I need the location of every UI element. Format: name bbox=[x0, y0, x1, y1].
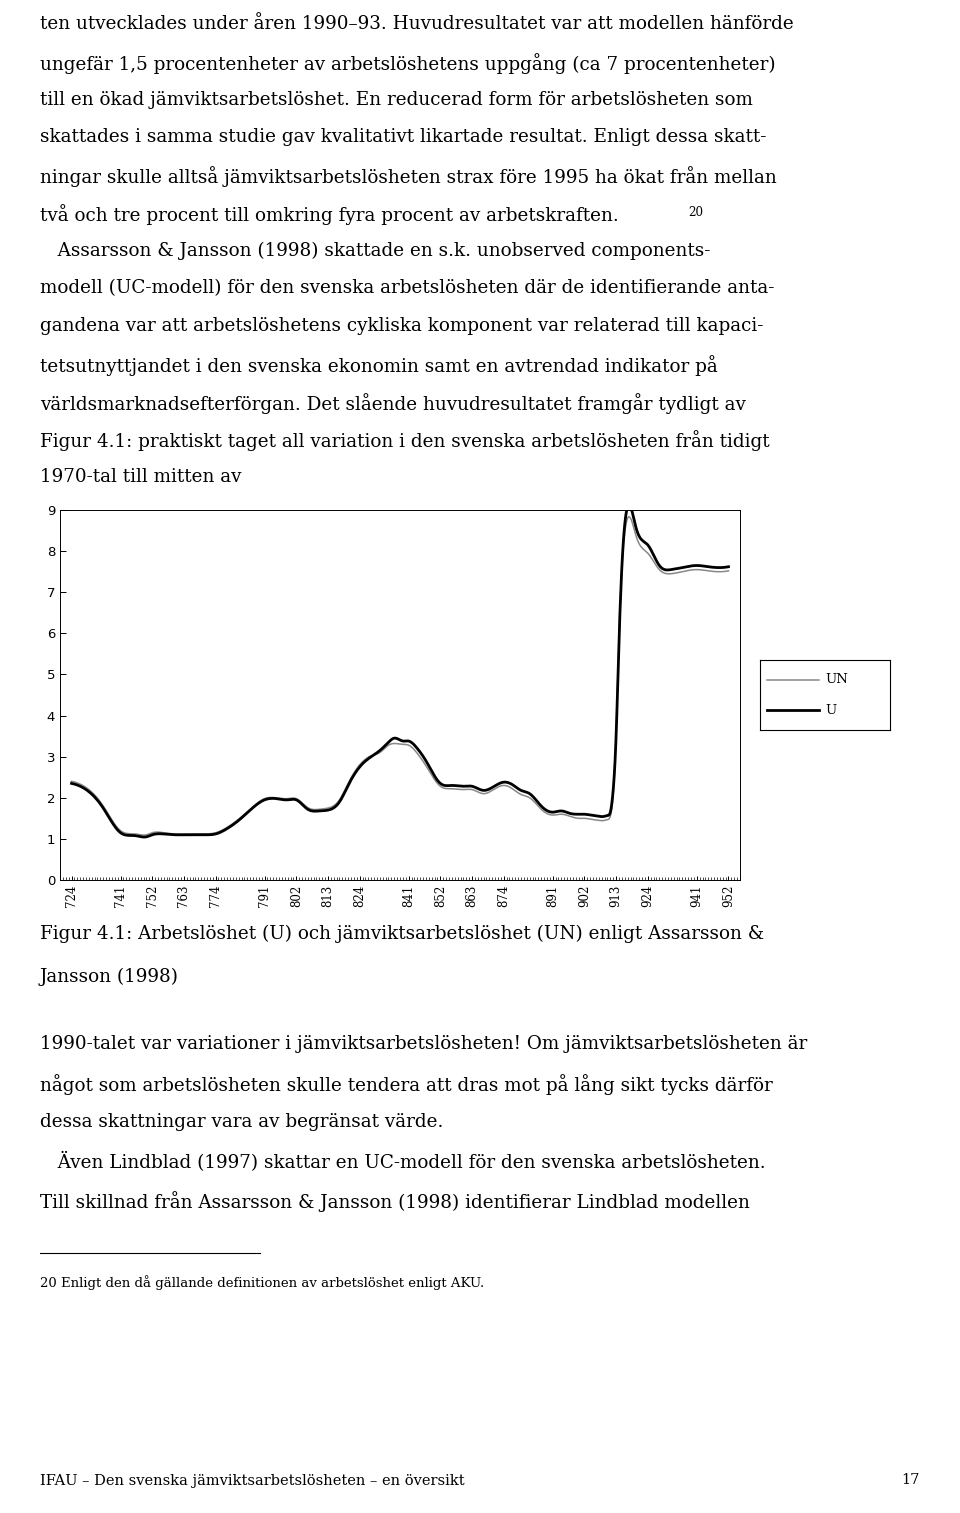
Text: IFAU – Den svenska jämviktsarbetslösheten – en översikt: IFAU – Den svenska jämviktsarbetslöshete… bbox=[40, 1474, 465, 1487]
UN bbox=[723, 561, 734, 579]
U bbox=[448, 776, 460, 794]
UN bbox=[138, 826, 150, 844]
Text: Figur 4.1: praktiskt taget all variation i den svenska arbetslösheten från tidig: Figur 4.1: praktiskt taget all variation… bbox=[40, 431, 770, 451]
Text: 1970-tal till mitten av: 1970-tal till mitten av bbox=[40, 468, 242, 486]
Text: skattades i samma studie gav kvalitativt likartade resultat. Enligt dessa skatt-: skattades i samma studie gav kvalitativt… bbox=[40, 129, 766, 147]
UN bbox=[633, 534, 644, 552]
Text: gandena var att arbetslöshetens cykliska komponent var relaterad till kapaci-: gandena var att arbetslöshetens cykliska… bbox=[40, 318, 763, 336]
U bbox=[138, 828, 150, 846]
Text: ningar skulle alltså jämviktsarbetslösheten strax före 1995 ha ökat från mellan: ningar skulle alltså jämviktsarbetslöshe… bbox=[40, 166, 777, 188]
UN bbox=[66, 772, 78, 790]
U bbox=[723, 558, 734, 576]
Text: något som arbetslösheten skulle tendera att dras mot på lång sikt tycks därför: något som arbetslösheten skulle tendera … bbox=[40, 1074, 773, 1095]
Text: modell (UC-modell) för den svenska arbetslösheten där de identifierande anta-: modell (UC-modell) för den svenska arbet… bbox=[40, 280, 775, 298]
UN bbox=[564, 808, 576, 826]
Text: 1990-talet var variationer i jämviktsarbetslösheten! Om jämviktsarbetslösheten ä: 1990-talet var variationer i jämviktsarb… bbox=[40, 1035, 807, 1053]
Text: 20: 20 bbox=[688, 206, 703, 219]
Line: UN: UN bbox=[72, 516, 729, 835]
U bbox=[485, 779, 496, 797]
Text: dessa skattningar vara av begränsat värde.: dessa skattningar vara av begränsat värd… bbox=[40, 1114, 444, 1132]
U bbox=[564, 805, 576, 823]
Text: Assarsson & Jansson (1998) skattade en s.k. unobserved components-: Assarsson & Jansson (1998) skattade en s… bbox=[40, 242, 710, 260]
Text: tetsutnyttjandet i den svenska ekonomin samt en avtrendad indikator på: tetsutnyttjandet i den svenska ekonomin … bbox=[40, 356, 718, 375]
U bbox=[623, 496, 635, 514]
Line: U: U bbox=[72, 505, 729, 837]
Text: ten utvecklades under åren 1990–93. Huvudresultatet var att modellen hänförde: ten utvecklades under åren 1990–93. Huvu… bbox=[40, 15, 794, 33]
UN bbox=[485, 782, 496, 800]
Text: Även Lindblad (1997) skattar en UC-modell för den svenska arbetslösheten.: Även Lindblad (1997) skattar en UC-model… bbox=[40, 1151, 766, 1173]
UN bbox=[106, 811, 117, 829]
U bbox=[633, 527, 644, 545]
Text: världsmarknadsefterförgan. Det slående huvudresultatet framgår tydligt av: världsmarknadsefterförgan. Det slående h… bbox=[40, 393, 746, 413]
Text: UN: UN bbox=[825, 673, 848, 685]
Text: Figur 4.1: Arbetslöshet (U) och jämviktsarbetslöshet (UN) enligt Assarsson &: Figur 4.1: Arbetslöshet (U) och jämvikts… bbox=[40, 924, 764, 943]
U bbox=[66, 775, 78, 793]
Text: U: U bbox=[825, 704, 836, 717]
U bbox=[106, 812, 117, 831]
UN bbox=[448, 779, 460, 797]
Text: 17: 17 bbox=[901, 1474, 920, 1487]
Text: till en ökad jämviktsarbetslöshet. En reducerad form för arbetslösheten som: till en ökad jämviktsarbetslöshet. En re… bbox=[40, 91, 753, 109]
U bbox=[466, 778, 477, 796]
Text: två och tre procent till omkring fyra procent av arbetskraften.: två och tre procent till omkring fyra pr… bbox=[40, 204, 619, 225]
Text: 20 Enligt den då gällande definitionen av arbetslöshet enligt AKU.: 20 Enligt den då gällande definitionen a… bbox=[40, 1275, 484, 1289]
UN bbox=[466, 781, 477, 799]
UN bbox=[623, 507, 635, 525]
Text: Jansson (1998): Jansson (1998) bbox=[40, 967, 179, 985]
Text: ungefär 1,5 procentenheter av arbetslöshetens uppgång (ca 7 procentenheter): ungefär 1,5 procentenheter av arbetslösh… bbox=[40, 53, 776, 74]
Text: Till skillnad från Assarsson & Jansson (1998) identifierar Lindblad modellen: Till skillnad från Assarsson & Jansson (… bbox=[40, 1191, 750, 1212]
